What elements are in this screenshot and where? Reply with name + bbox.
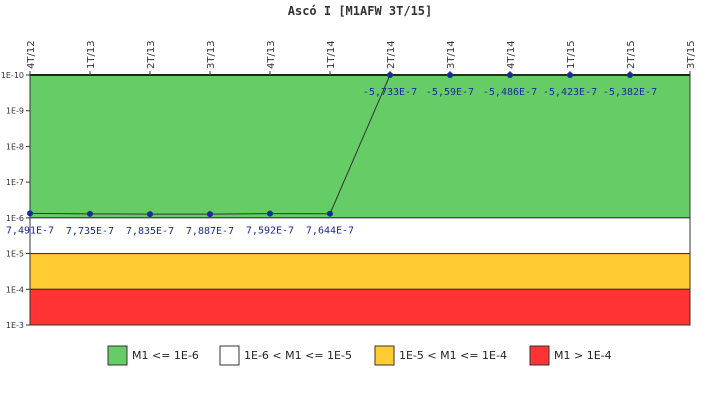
band-0 [29, 74, 691, 219]
x-tick-label: 2T/15 [626, 40, 637, 69]
data-point [567, 72, 573, 78]
x-tick-label: 1T/15 [566, 40, 577, 69]
data-point [207, 211, 213, 218]
data-label: 7,491E-7 [6, 225, 54, 236]
data-label: -5,423E-7 [543, 87, 597, 98]
data-point [387, 72, 393, 78]
x-tick-label: 1T/14 [326, 40, 337, 69]
x-axis: 4T/12 1T/13 2T/13 3T/13 4T/13 1T/14 2T/14 3T/14… [26, 40, 697, 75]
x-tick-label: 4T/14 [506, 40, 517, 69]
band-1 [29, 217, 691, 255]
band-3 [29, 288, 691, 326]
legend-label: M1 > 1E-4 [554, 349, 612, 362]
data-point [27, 210, 33, 217]
y-tick-label: 1E-9 [6, 107, 24, 116]
legend-label: 1E-5 < M1 <= 1E-4 [399, 349, 507, 362]
data-point [267, 210, 273, 217]
legend-swatch [529, 345, 550, 366]
x-tick-label: 4T/12 [26, 40, 37, 69]
legend-swatch [107, 345, 128, 366]
y-tick-label: 1E-3 [6, 321, 24, 330]
data-label: -5,382E-7 [603, 87, 657, 98]
series-layer [27, 72, 633, 218]
legend-swatch [219, 345, 240, 366]
y-axis: 1E-10 1E-9 1E-8 1E-7 1E-6 1E-5 1E-4 1E-3 [1, 71, 30, 330]
data-label: 7,592E-7 [246, 226, 294, 237]
y-tick-label: 1E-5 [6, 250, 24, 259]
y-tick-label: 1E-4 [6, 285, 24, 294]
data-label: -5,486E-7 [483, 87, 537, 98]
data-point [87, 210, 93, 217]
y-tick-label: 1E-7 [6, 178, 24, 187]
data-point [627, 72, 633, 78]
y-tick-label: 1E-10 [1, 71, 24, 80]
data-label: 7,735E-7 [66, 226, 114, 237]
legend-label: M1 <= 1E-6 [132, 349, 199, 362]
data-label: -5,733E-7 [363, 87, 417, 98]
x-tick-label: 3T/13 [206, 40, 217, 69]
x-tick-label: 2T/14 [386, 40, 397, 69]
legend-label: 1E-6 < M1 <= 1E-5 [244, 349, 352, 362]
y-tick-label: 1E-8 [6, 142, 24, 151]
data-label: 7,644E-7 [306, 226, 354, 237]
chart-title: Ascó I [M1AFW 3T/15] [288, 4, 433, 18]
data-point [507, 72, 513, 78]
data-point [327, 210, 333, 217]
data-point [447, 72, 453, 78]
y-tick-label: 1E-6 [6, 214, 24, 223]
x-tick-label: 1T/13 [86, 40, 97, 69]
data-label: 7,835E-7 [126, 226, 174, 237]
data-labels: 7,491E-7 7,735E-7 7,835E-7 7,887E-7 7,592E-7… [6, 87, 657, 237]
bands-layer [29, 74, 691, 326]
data-label: 7,887E-7 [186, 226, 234, 237]
band-2 [29, 253, 691, 290]
x-tick-label: 3T/15 [686, 40, 697, 69]
x-tick-label: 3T/14 [446, 40, 457, 69]
data-label: -5,59E-7 [426, 87, 474, 98]
x-tick-label: 2T/13 [146, 40, 157, 69]
x-tick-label: 4T/13 [266, 40, 277, 69]
legend-swatch [374, 345, 395, 366]
data-point [147, 211, 153, 218]
legend: M1 <= 1E-6 1E-6 < M1 <= 1E-5 1E-5 < M1 <= … [107, 345, 612, 366]
